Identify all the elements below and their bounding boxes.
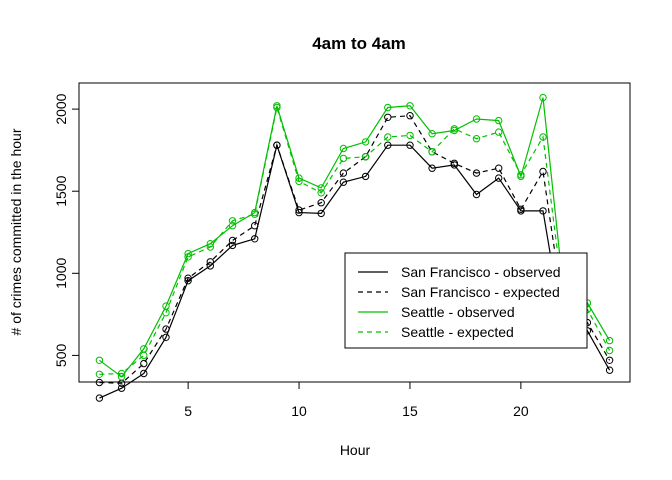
data-point-seattle-expected-21 [539, 133, 547, 141]
data-point-san-francisco-observed-13 [361, 172, 370, 181]
data-point-seattle-expected-2 [117, 369, 126, 378]
data-point-san-francisco-observed-12 [339, 178, 348, 186]
data-point-san-francisco-expected-24 [605, 356, 614, 364]
data-point-san-francisco-expected-4 [162, 325, 170, 333]
x-tick-label-10: 10 [291, 403, 307, 419]
data-point-seattle-expected-17 [450, 125, 458, 133]
data-point-san-francisco-observed-8 [251, 235, 259, 243]
data-point-seattle-expected-20 [517, 171, 525, 179]
data-point-seattle-expected-4 [162, 309, 170, 317]
data-point-san-francisco-expected-7 [228, 236, 237, 245]
y-tick-label-2000: 2000 [53, 93, 69, 124]
data-point-seattle-observed-11 [317, 184, 325, 192]
data-point-san-francisco-expected-9 [273, 141, 281, 149]
legend-label-seattle-expected: Seattle - expected [401, 324, 514, 340]
data-point-seattle-observed-13 [361, 138, 370, 146]
data-point-seattle-expected-24 [605, 346, 614, 355]
data-point-san-francisco-observed-15 [406, 141, 414, 149]
legend-label-san-francisco-expected: San Francisco - expected [401, 284, 560, 300]
y-tick-label-1000: 1000 [53, 258, 69, 289]
data-point-san-francisco-expected-21 [539, 167, 547, 176]
data-point-seattle-observed-7 [228, 222, 237, 230]
chart-title: 4am to 4am [312, 34, 406, 53]
x-tick-label-20: 20 [513, 403, 529, 419]
data-point-seattle-expected-16 [428, 148, 436, 156]
data-point-seattle-observed-21 [539, 93, 547, 102]
series-layer [95, 93, 614, 402]
y-axis: 500 1000 1500 2000 [53, 93, 80, 368]
data-point-san-francisco-observed-10 [295, 208, 303, 217]
data-point-san-francisco-expected-14 [384, 113, 392, 122]
legend-label-seattle-observed: Seattle - observed [401, 304, 515, 320]
data-point-san-francisco-expected-19 [495, 164, 503, 172]
data-point-san-francisco-expected-11 [317, 199, 325, 207]
data-point-san-francisco-observed-4 [162, 333, 170, 341]
data-point-san-francisco-observed-2 [117, 384, 126, 392]
data-point-san-francisco-expected-5 [184, 274, 192, 282]
x-axis: 5 10 15 20 [184, 381, 529, 419]
data-point-seattle-observed-5 [184, 249, 192, 258]
data-point-seattle-expected-3 [140, 351, 148, 360]
data-point-san-francisco-expected-17 [450, 159, 458, 168]
data-point-san-francisco-observed-21 [539, 207, 547, 215]
data-point-seattle-expected-11 [317, 189, 325, 197]
data-point-seattle-expected-9 [273, 103, 281, 112]
series-line-seattle-expected [99, 107, 611, 375]
y-tick-label-500: 500 [53, 344, 69, 368]
y-axis-label: # of crimes committed in the hour [8, 128, 24, 335]
series-line-san-francisco-expected [99, 115, 611, 384]
data-point-seattle-observed-24 [605, 336, 614, 345]
data-point-seattle-expected-10 [295, 177, 303, 186]
data-point-seattle-expected-13 [361, 153, 370, 161]
data-point-san-francisco-observed-19 [495, 174, 503, 182]
data-point-san-francisco-observed-6 [206, 262, 215, 270]
data-point-seattle-observed-15 [406, 102, 414, 110]
data-point-seattle-expected-19 [495, 128, 503, 136]
data-point-seattle-expected-7 [228, 217, 237, 225]
data-point-san-francisco-expected-12 [339, 169, 348, 177]
data-point-seattle-expected-14 [384, 133, 392, 141]
data-point-seattle-expected-15 [406, 131, 414, 140]
data-point-san-francisco-expected-20 [517, 205, 525, 214]
series-line-seattle-observed [99, 97, 611, 378]
data-point-san-francisco-observed-24 [605, 366, 614, 374]
data-point-san-francisco-expected-8 [251, 222, 259, 230]
data-point-seattle-observed-18 [472, 115, 481, 123]
x-axis-label: Hour [340, 442, 371, 458]
data-point-san-francisco-expected-1 [95, 378, 104, 387]
data-point-seattle-expected-6 [206, 243, 215, 251]
x-tick-label-15: 15 [402, 403, 418, 419]
data-point-seattle-observed-12 [339, 144, 348, 153]
data-point-san-francisco-observed-7 [228, 241, 237, 250]
data-point-seattle-observed-14 [384, 103, 392, 112]
data-point-san-francisco-observed-18 [472, 190, 481, 199]
data-point-seattle-expected-1 [95, 370, 104, 378]
data-point-san-francisco-expected-15 [406, 112, 414, 120]
data-point-san-francisco-observed-1 [95, 394, 104, 402]
data-point-seattle-observed-19 [495, 116, 503, 125]
data-point-san-francisco-expected-18 [472, 169, 481, 177]
data-point-san-francisco-observed-16 [428, 164, 436, 172]
data-point-seattle-observed-1 [95, 356, 104, 364]
data-point-san-francisco-expected-3 [140, 359, 148, 368]
data-point-seattle-expected-18 [472, 135, 481, 143]
y-tick-label-1500: 1500 [53, 175, 69, 206]
data-point-san-francisco-expected-6 [206, 258, 215, 266]
data-point-seattle-expected-5 [184, 253, 192, 261]
data-point-seattle-observed-16 [428, 130, 436, 138]
legend-label-san-francisco-observed: San Francisco - observed [401, 264, 561, 280]
data-point-seattle-expected-12 [339, 154, 348, 163]
data-point-seattle-expected-8 [251, 210, 259, 218]
data-point-san-francisco-expected-10 [295, 206, 303, 214]
data-point-san-francisco-observed-14 [384, 141, 392, 149]
legend: San Francisco - observed San Francisco - … [344, 252, 588, 349]
x-tick-label-5: 5 [184, 403, 192, 419]
data-point-san-francisco-observed-3 [140, 369, 148, 378]
data-point-san-francisco-observed-11 [317, 209, 325, 218]
